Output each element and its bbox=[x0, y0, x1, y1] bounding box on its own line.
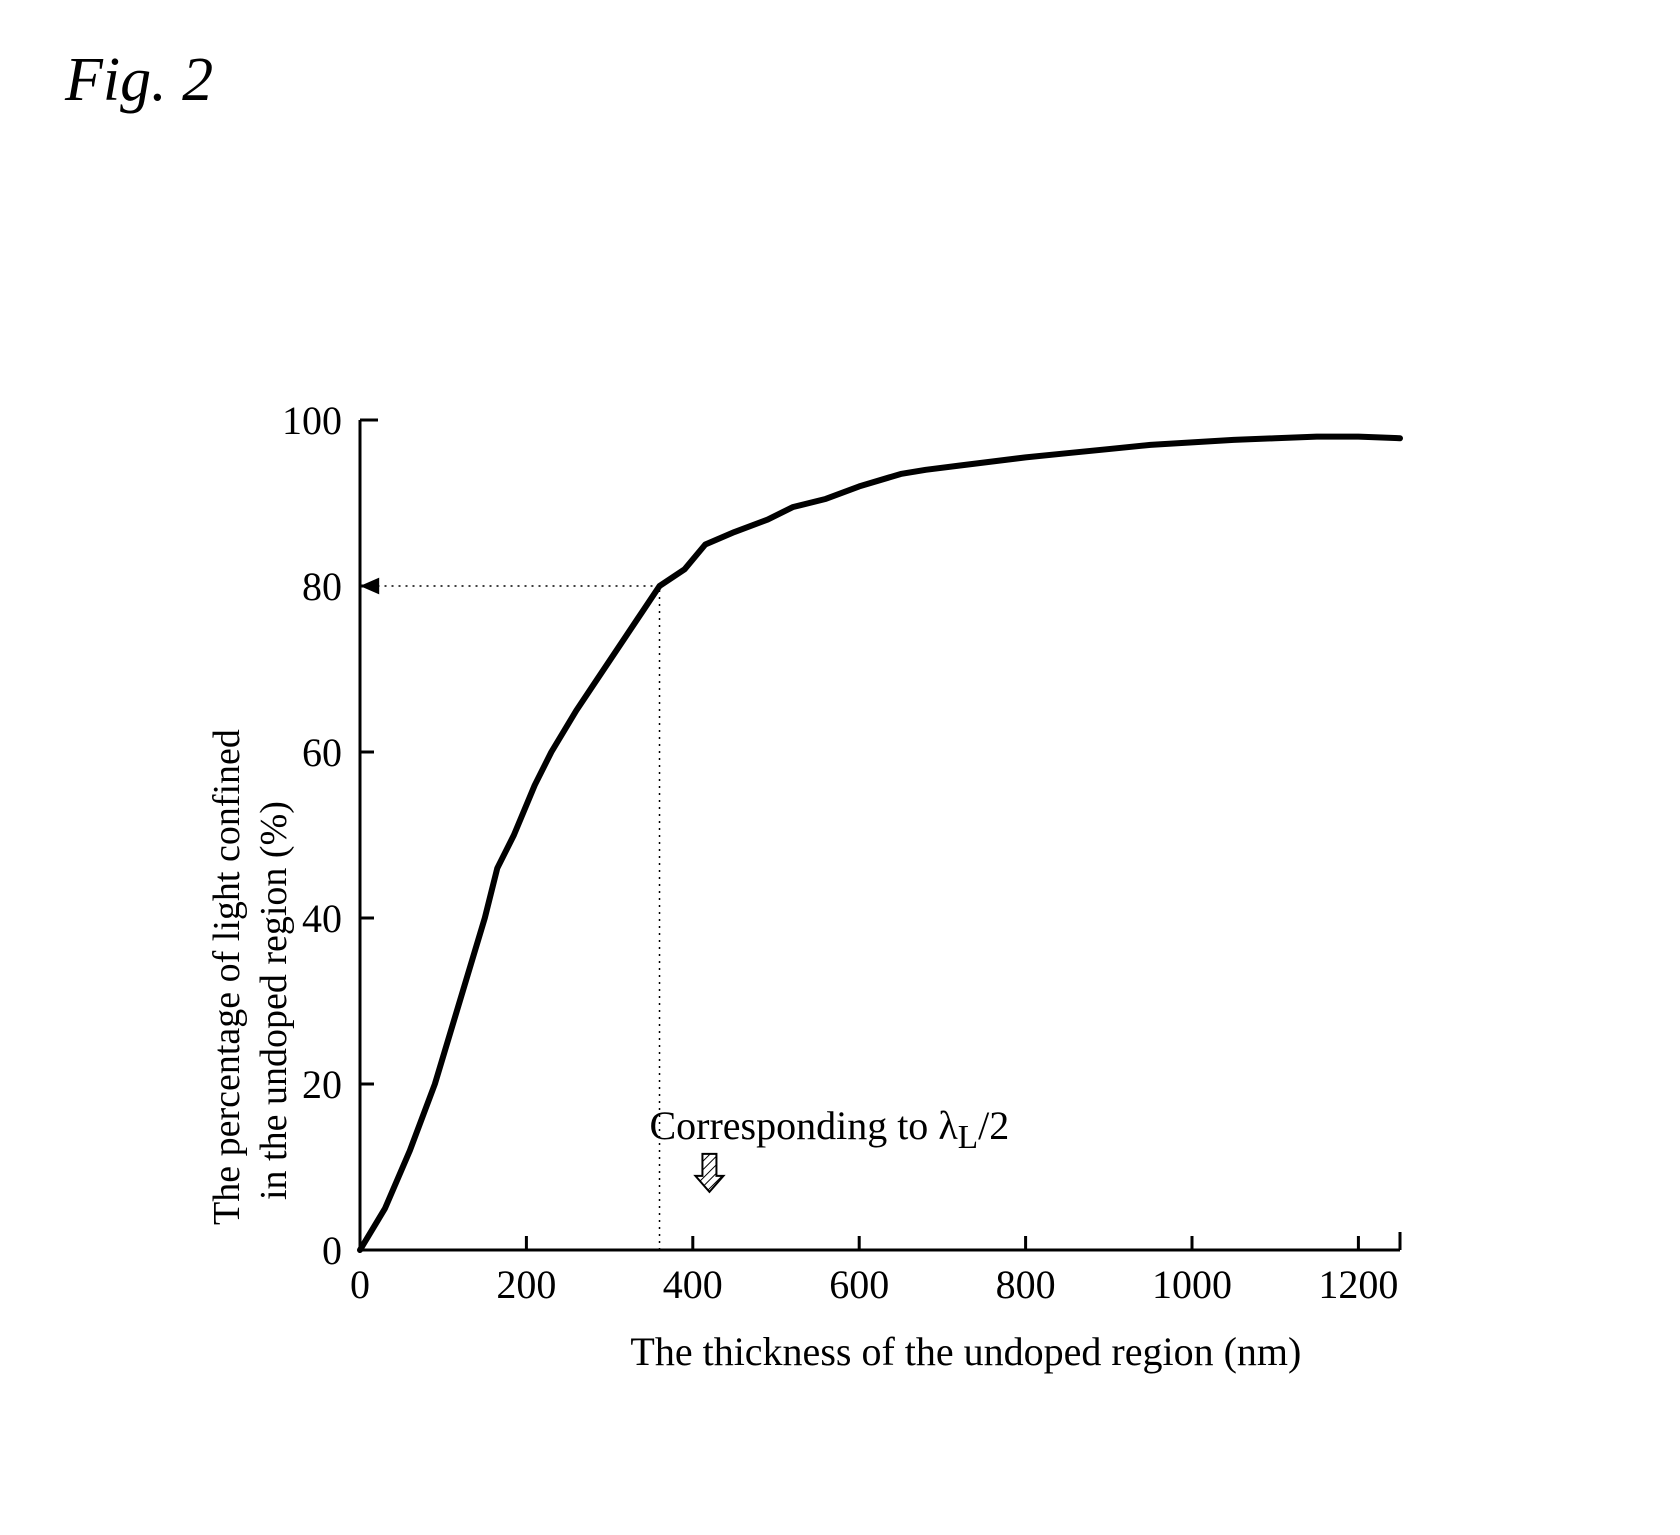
page: { "figure": { "title": "Fig. 2", "title_… bbox=[0, 0, 1680, 1535]
annotation-suffix: /2 bbox=[978, 1103, 1009, 1148]
annotation-lambda: Corresponding to λL/2 bbox=[649, 1102, 1009, 1157]
annotation-symbol: λ bbox=[938, 1103, 957, 1148]
x-tick-label: 0 bbox=[350, 1262, 370, 1307]
x-axis-label: The thickness of the undoped region (nm) bbox=[630, 1328, 1301, 1375]
x-tick-label: 1200 bbox=[1318, 1262, 1398, 1307]
x-tick-label: 800 bbox=[996, 1262, 1056, 1307]
x-tick-label: 400 bbox=[663, 1262, 723, 1307]
annotation-arrow-icon bbox=[695, 1154, 723, 1192]
y-tick-label: 60 bbox=[302, 730, 342, 775]
annotation-prefix: Corresponding to bbox=[649, 1103, 938, 1148]
chart-container: 0 200 400 600 800 1000 1200 0 20 40 60 80 100 bbox=[250, 400, 1420, 1370]
chart-svg: 0 200 400 600 800 1000 1200 0 20 40 60 80 100 bbox=[250, 400, 1420, 1370]
x-tick-label: 600 bbox=[829, 1262, 889, 1307]
annotation-subscript: L bbox=[958, 1119, 978, 1156]
x-tick-label: 200 bbox=[496, 1262, 556, 1307]
y-tick-label: 80 bbox=[302, 564, 342, 609]
y-axis-label-line1: The percentage of light confined bbox=[205, 729, 249, 1225]
y-tick-label: 20 bbox=[302, 1062, 342, 1107]
y-tick-label: 100 bbox=[282, 400, 342, 443]
y-tick-label: 0 bbox=[322, 1228, 342, 1273]
figure-title: Fig. 2 bbox=[65, 45, 213, 116]
x-tick-label: 1000 bbox=[1152, 1262, 1232, 1307]
y-axis-label-line2: in the undoped region (%) bbox=[252, 801, 296, 1200]
y-tick-label: 40 bbox=[302, 896, 342, 941]
